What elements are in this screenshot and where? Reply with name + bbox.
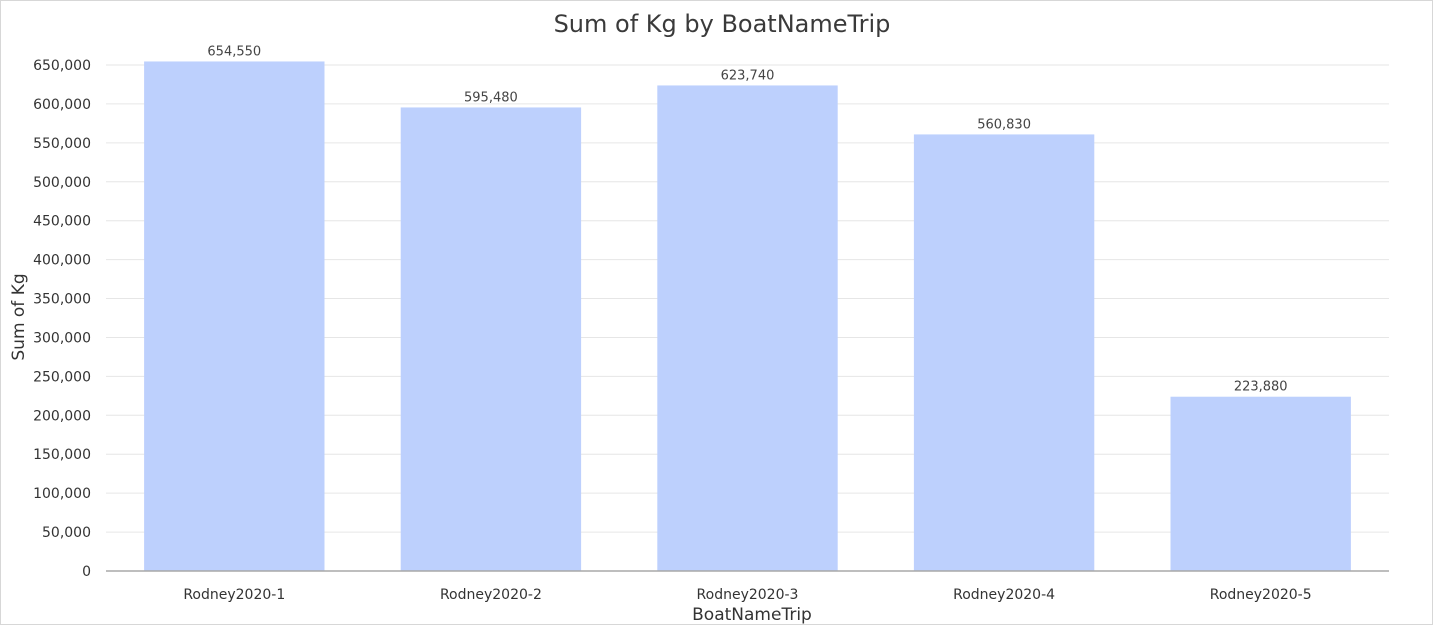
- bar[interactable]: [400, 107, 582, 572]
- x-axis-title: BoatNameTrip: [692, 605, 812, 625]
- y-tick-label: 600,000: [33, 97, 91, 113]
- bar[interactable]: [913, 134, 1095, 572]
- y-tick-label: 150,000: [33, 447, 91, 463]
- y-tick-label: 450,000: [33, 214, 91, 230]
- y-axis-title: Sum of Kg: [9, 273, 29, 360]
- x-tick-label: Rodney2020-2: [440, 587, 542, 603]
- x-tick-label: Rodney2020-3: [697, 587, 799, 603]
- y-axis-ticks: 0 50,000 100,000 150,000 200,000 250,000 300,0…: [33, 58, 91, 580]
- y-tick-label: 200,000: [33, 408, 91, 424]
- y-tick-label: 100,000: [33, 486, 91, 502]
- bar-data-label: 560,830: [977, 117, 1031, 132]
- y-tick-label: 350,000: [33, 292, 91, 308]
- bar[interactable]: [144, 61, 325, 571]
- x-tick-label: Rodney2020-4: [953, 587, 1055, 603]
- bar-data-label: 654,550: [207, 44, 261, 59]
- bar-data-label: 223,880: [1234, 380, 1288, 395]
- bar[interactable]: [657, 85, 838, 572]
- bar[interactable]: [1170, 396, 1351, 571]
- bars: 654,550 595,480 623,740 560,830 223,880: [144, 44, 1351, 572]
- chart-title: Sum of Kg by BoatNameTrip: [554, 10, 891, 38]
- bar-data-label: 623,740: [721, 68, 775, 83]
- x-tick-label: Rodney2020-5: [1210, 587, 1312, 603]
- y-tick-label: 250,000: [33, 369, 91, 385]
- y-tick-label: 550,000: [33, 136, 91, 152]
- x-tick-label: Rodney2020-1: [183, 587, 285, 603]
- x-axis-ticks: Rodney2020-1 Rodney2020-2 Rodney2020-3 Rodn…: [183, 587, 1311, 603]
- y-tick-label: 400,000: [33, 253, 91, 269]
- y-tick-label: 500,000: [33, 175, 91, 191]
- y-tick-label: 650,000: [33, 58, 91, 74]
- y-tick-label: 0: [82, 564, 91, 580]
- y-tick-label: 300,000: [33, 330, 91, 346]
- bar-data-label: 595,480: [464, 90, 518, 105]
- y-tick-label: 50,000: [42, 525, 91, 541]
